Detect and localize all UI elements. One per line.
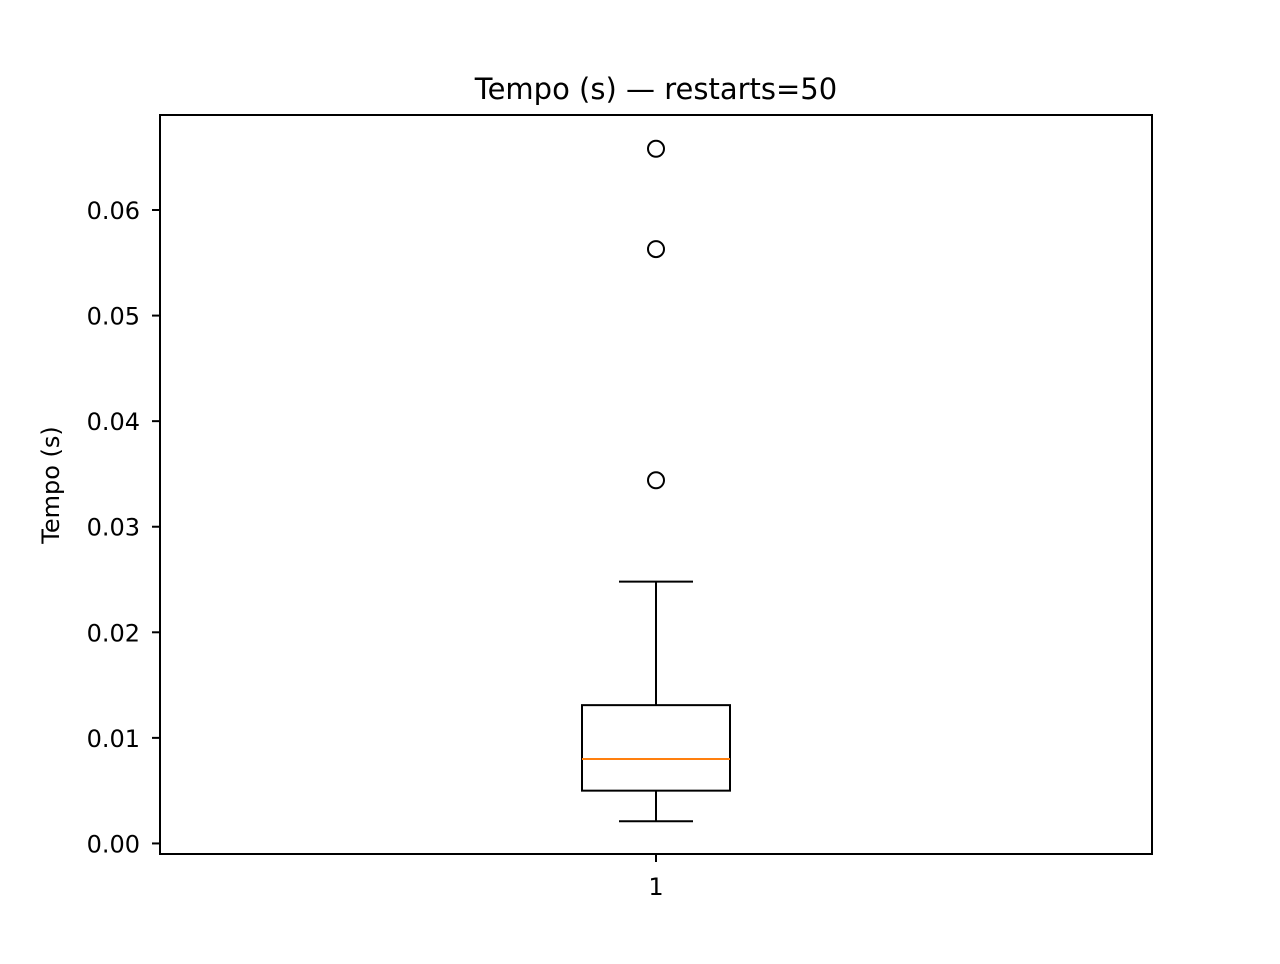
y-tick-label: 0.00 [87,830,140,858]
plot-area [581,139,731,823]
y-tick-label: 0.03 [87,514,140,542]
y-tick-label: 0.05 [87,303,140,331]
y-tick-label: 0.02 [87,619,140,647]
outlier-point [647,471,665,490]
chart-title: Tempo (s) — restarts=50 [474,72,837,106]
x-tick-label: 1 [648,873,663,901]
y-tick-label: 0.06 [87,197,140,225]
axes-frame [159,114,1153,855]
outlier-point [647,240,665,259]
iqr-box [581,704,731,792]
y-axis-label: Tempo (s) [37,426,65,545]
y-tick-label: 0.04 [87,408,140,436]
outlier-point [647,139,665,158]
y-tick-label: 0.01 [87,725,140,753]
